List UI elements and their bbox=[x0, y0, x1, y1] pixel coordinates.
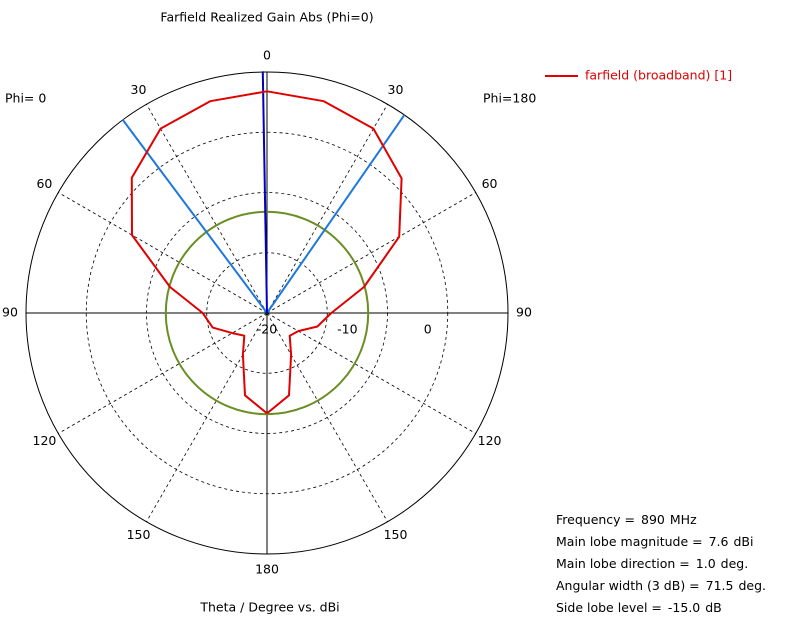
angle-tick-label: 30 bbox=[388, 82, 404, 97]
angle-grid-line bbox=[58, 312, 268, 434]
sidelobe-circle bbox=[164, 210, 370, 416]
info-unit: MHz bbox=[670, 512, 697, 527]
info-line: Angular width (3 dB) = 71.5 deg. bbox=[556, 578, 766, 593]
r-tick-label: 0 bbox=[424, 322, 432, 337]
info-unit: deg. bbox=[721, 556, 749, 571]
angle-grid-line bbox=[266, 192, 476, 314]
info-line: Main lobe magnitude = 7.6 dBi bbox=[556, 534, 753, 549]
angle-tick-label: 90 bbox=[2, 305, 18, 320]
angle-tick-label: 150 bbox=[127, 527, 151, 542]
info-label: Side lobe level = bbox=[556, 600, 662, 615]
angle-tick-label: 180 bbox=[255, 562, 279, 577]
main-lobe-direction bbox=[261, 71, 268, 314]
r-tick-label: -10 bbox=[337, 322, 357, 337]
angle-grid-line bbox=[266, 104, 388, 314]
info-line: Main lobe direction = 1.0 deg. bbox=[556, 556, 748, 571]
info-value: -15.0 bbox=[668, 600, 700, 615]
angle-tick-label: 120 bbox=[478, 433, 502, 448]
x-axis-label: Theta / Degree vs. dBi bbox=[199, 600, 339, 615]
beamwidth-line bbox=[266, 114, 406, 314]
phi-left-label: Phi= 0 bbox=[5, 91, 46, 106]
angle-tick-label: 60 bbox=[482, 176, 498, 191]
angle-grid-line bbox=[266, 312, 388, 522]
info-value: 890 bbox=[641, 512, 665, 527]
info-unit: deg. bbox=[738, 578, 766, 593]
angle-tick-label: 150 bbox=[384, 527, 408, 542]
info-line: Side lobe level = -15.0 dB bbox=[556, 600, 722, 615]
info-line: Frequency = 890 MHz bbox=[556, 512, 697, 527]
chart-title: Farfield Realized Gain Abs (Phi=0) bbox=[160, 10, 373, 25]
info-label: Frequency = bbox=[556, 512, 635, 527]
info-label: Angular width (3 dB) = bbox=[556, 578, 700, 593]
info-unit: dB bbox=[705, 600, 722, 615]
angle-grid-line bbox=[266, 312, 476, 434]
info-value: 1.0 bbox=[696, 556, 716, 571]
phi-right-label: Phi=180 bbox=[483, 91, 536, 106]
angle-grid-line bbox=[146, 104, 268, 314]
info-label: Main lobe direction = bbox=[556, 556, 690, 571]
pattern-line bbox=[130, 90, 403, 415]
info-label: Main lobe magnitude = bbox=[556, 534, 703, 549]
info-unit: dBi bbox=[734, 534, 754, 549]
angle-tick-label: 30 bbox=[131, 82, 147, 97]
angle-grid-line bbox=[58, 192, 268, 314]
angle-tick-label: 0 bbox=[263, 48, 271, 63]
angle-tick-label: 120 bbox=[33, 433, 57, 448]
r-tick-label: -20 bbox=[257, 322, 277, 337]
angle-grid-line bbox=[146, 312, 268, 522]
angle-tick-label: 60 bbox=[36, 176, 52, 191]
info-value: 71.5 bbox=[706, 578, 734, 593]
legend-label: farfield (broadband) [1] bbox=[585, 68, 732, 83]
beamwidth-line bbox=[122, 119, 268, 314]
angle-tick-label: 90 bbox=[516, 305, 532, 320]
info-value: 7.6 bbox=[709, 534, 729, 549]
